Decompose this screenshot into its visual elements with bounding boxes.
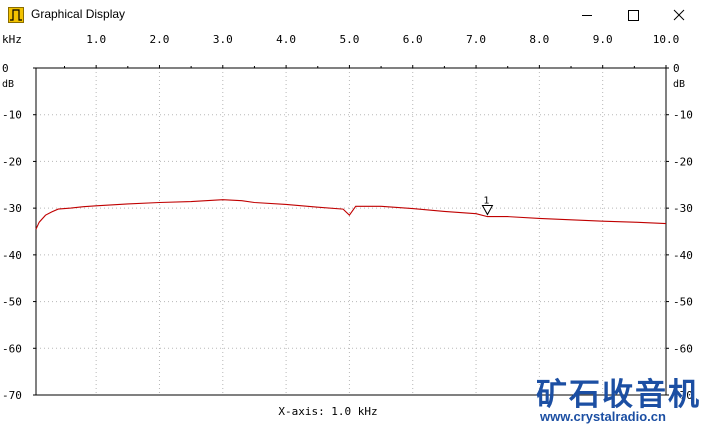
- x-tick-label: 6.0: [403, 33, 423, 46]
- minimize-button[interactable]: [564, 0, 610, 30]
- y-unit-label-right: dB: [673, 79, 685, 90]
- y-tick-label-left: -50: [2, 296, 22, 309]
- y-tick-label-left: -20: [2, 155, 22, 168]
- y-tick-label-right: -50: [673, 296, 693, 309]
- close-button[interactable]: [656, 0, 702, 30]
- x-tick-label: 5.0: [339, 33, 359, 46]
- watermark: 矿石收音机 www.crystalradio.cn: [532, 369, 702, 429]
- minimize-icon: [582, 15, 592, 16]
- window-title: Graphical Display: [31, 7, 126, 21]
- x-axis-caption: X-axis: 1.0 kHz: [278, 405, 377, 418]
- y-tick-label-right: -40: [673, 249, 693, 262]
- series-layer: [35, 199, 667, 230]
- x-tick-label: 8.0: [529, 33, 549, 46]
- axis-ticks: [33, 65, 669, 396]
- y-tick-label-right: -30: [673, 202, 693, 215]
- y-unit-label-left: dB: [2, 79, 14, 90]
- x-tick-label: 7.0: [466, 33, 486, 46]
- x-unit-label: kHz: [2, 33, 22, 46]
- close-icon: [673, 9, 685, 21]
- y-tick-label-left: 0: [2, 62, 9, 75]
- watermark-cn: 矿石收音机: [536, 377, 701, 413]
- x-tick-label: 9.0: [593, 33, 613, 46]
- x-tick-label: 10.0: [653, 33, 680, 46]
- watermark-url: www.crystalradio.cn: [540, 409, 666, 424]
- plot-frame: [35, 67, 667, 396]
- x-tick-label: 4.0: [276, 33, 296, 46]
- marker-label: 1: [483, 196, 489, 207]
- series-line: [35, 199, 667, 230]
- waveform-icon: [8, 7, 24, 23]
- y-tick-label-left: -30: [2, 202, 22, 215]
- y-tick-label-right: -10: [673, 109, 693, 122]
- title-bar[interactable]: Graphical Display: [0, 0, 702, 30]
- graph-plot-area[interactable]: 1.0 2.0 3.0 4.0 5.0 6.0 7.0 8.0 9.0 10.0 0 0 -10 -10 -…: [0, 30, 702, 432]
- axis-labels: 1.0 2.0 3.0 4.0 5.0 6.0 7.0 8.0 9.0 10.0 0 0 -10 -10 -…: [2, 33, 693, 402]
- y-tick-label-left: -40: [2, 249, 22, 262]
- y-tick-label-left: -60: [2, 342, 22, 355]
- y-tick-label-right: -60: [673, 342, 693, 355]
- marker-triangle[interactable]: [481, 205, 494, 216]
- maximize-icon: [628, 10, 639, 21]
- x-tick-label: 2.0: [150, 33, 170, 46]
- y-tick-label-left: -10: [2, 109, 22, 122]
- y-tick-label-right: -20: [673, 155, 693, 168]
- x-tick-label: 1.0: [86, 33, 106, 46]
- maximize-button[interactable]: [610, 0, 656, 30]
- marker-layer: 1: [481, 196, 494, 216]
- grid-lines: [36, 68, 667, 395]
- y-tick-label-right: 0: [673, 62, 680, 75]
- x-tick-label: 3.0: [213, 33, 233, 46]
- y-tick-label-left: -70: [2, 389, 22, 402]
- y-tick-label-right: -70: [673, 389, 693, 402]
